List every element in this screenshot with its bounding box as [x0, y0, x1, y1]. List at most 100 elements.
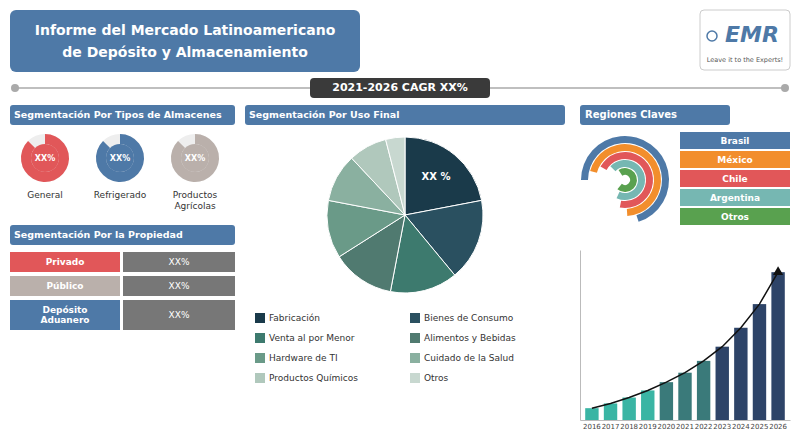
pie-title: Segmentación Por Uso Final — [249, 109, 400, 120]
donut-value: XX% — [35, 154, 55, 163]
title-box — [10, 10, 360, 72]
property-value: XX% — [169, 281, 190, 291]
y-axis — [580, 251, 581, 421]
logo-text: EMR — [725, 22, 779, 47]
x-tick-label: 2018 — [620, 423, 638, 431]
donut-value-line: XX% — [185, 154, 205, 163]
property-label-line: Privado — [46, 257, 85, 267]
property-value-line: XX% — [169, 257, 190, 267]
donut-ring — [171, 134, 219, 182]
legend-swatch — [255, 333, 265, 343]
logo-box — [700, 10, 790, 70]
property-value-line: XX% — [169, 310, 190, 320]
region-ring — [600, 152, 653, 208]
region-ring — [581, 136, 669, 222]
donut: XX% — [96, 134, 144, 182]
region-label: Otros — [721, 211, 749, 221]
donut-core — [106, 144, 134, 172]
section-title-line: Segmentación Por la Propiedad — [14, 229, 183, 240]
pie-annotation: XX % — [422, 171, 451, 182]
donut-ring — [96, 134, 144, 182]
bar — [660, 382, 673, 420]
donut: XX% — [171, 134, 219, 182]
x-axis: 2016201720182019202020212022202320242025… — [581, 421, 791, 431]
property-label-box — [10, 252, 120, 272]
section-header — [245, 105, 565, 125]
logo-dot — [707, 31, 717, 41]
x-tick-label: 2021 — [676, 423, 694, 431]
title: Informe del Mercado Latinoamericano — [35, 22, 336, 38]
legend-entry: Hardware de TI — [269, 353, 338, 363]
section-title: Segmentación Por la Propiedad — [14, 229, 183, 240]
x-axis-line — [581, 420, 791, 421]
legend-entry: Otros — [424, 373, 449, 383]
logo-tagline: Leave it to the Experts! — [707, 56, 783, 64]
donut-label: ProductosAgrícolas — [173, 190, 218, 211]
x-tick-label: 2023 — [713, 423, 731, 431]
x-tick: 2019 — [639, 423, 657, 431]
property-value: XX% — [169, 257, 190, 267]
legend-swatch — [410, 373, 420, 383]
x-tick: 2024 — [732, 423, 750, 431]
legend-entry: Bienes de Consumo — [424, 313, 514, 323]
legend-swatch — [255, 313, 265, 323]
donut-value-line: XX% — [35, 154, 55, 163]
pie-slice — [386, 137, 405, 215]
region-box — [680, 170, 790, 187]
legend-entry-line: Bienes de Consumo — [424, 313, 514, 323]
bar — [641, 390, 654, 420]
legend-entry: Alimentos y Bebidas — [424, 333, 516, 343]
donut-bg — [171, 134, 219, 182]
section-header — [10, 105, 235, 125]
donut-label-line: Productos — [173, 190, 218, 200]
title-line: Informe del Mercado Latinoamericano — [35, 22, 336, 38]
logo-tagline-line: Leave it to the Experts! — [707, 56, 783, 64]
x-tick: 2021 — [676, 423, 694, 431]
bar-chart: 2016201720182019202020212022202320242025… — [581, 251, 791, 431]
region-label-line: Argentina — [710, 192, 760, 202]
section-title: Regiones Claves — [585, 109, 677, 120]
x-tick-label: 2024 — [732, 423, 750, 431]
region-label: Chile — [722, 173, 747, 183]
legend: FabricaciónBienes de ConsumoVenta al por… — [255, 313, 516, 384]
section-header — [10, 225, 235, 245]
y-axis-line — [580, 251, 581, 421]
region-ring — [610, 160, 645, 200]
bar — [678, 373, 691, 420]
donut: XX% — [21, 134, 69, 182]
bar — [716, 347, 729, 420]
trend-marker — [773, 266, 783, 275]
x-tick-label: 2026 — [769, 423, 787, 431]
legend-entry-line: Otros — [424, 373, 449, 383]
donut-bg — [96, 134, 144, 182]
legend-entry-line: Fabricación — [269, 313, 320, 323]
x-tick: 2023 — [713, 423, 731, 431]
subtitle-line: de Depósito y Almacenamiento — [62, 44, 308, 60]
property-value: XX% — [169, 310, 190, 320]
panel: Informe del Mercado Latinoamericano de De… — [10, 10, 790, 330]
x-tick-label: 2025 — [751, 423, 769, 431]
pie-annotation-line: XX % — [422, 171, 451, 182]
bar — [622, 398, 635, 420]
property-label: DepósitoAduanero — [40, 304, 89, 325]
property-label: Público — [46, 281, 83, 291]
section-header — [580, 105, 730, 125]
region-label: Argentina — [710, 192, 760, 202]
property-label-line: Aduanero — [40, 315, 89, 325]
x-tick: 2016 — [583, 423, 601, 431]
region-label-line: Chile — [722, 173, 747, 183]
donut-label: General — [27, 190, 62, 200]
bar — [697, 361, 710, 420]
x-tick-label: 2019 — [639, 423, 657, 431]
donut-value: XX% — [110, 154, 130, 163]
x-tick-label: 2020 — [657, 423, 675, 431]
legend-entry-line: Cuidado de la Salud — [424, 353, 514, 363]
x-tick: 2020 — [657, 423, 675, 431]
plot-area — [585, 266, 785, 420]
legend-swatch — [410, 333, 420, 343]
region-ring — [617, 168, 637, 192]
x-tick-label: 2022 — [695, 423, 713, 431]
donut-label-line: General — [27, 190, 62, 200]
region-label-line: Brasil — [721, 135, 750, 145]
region-ring — [590, 144, 661, 216]
